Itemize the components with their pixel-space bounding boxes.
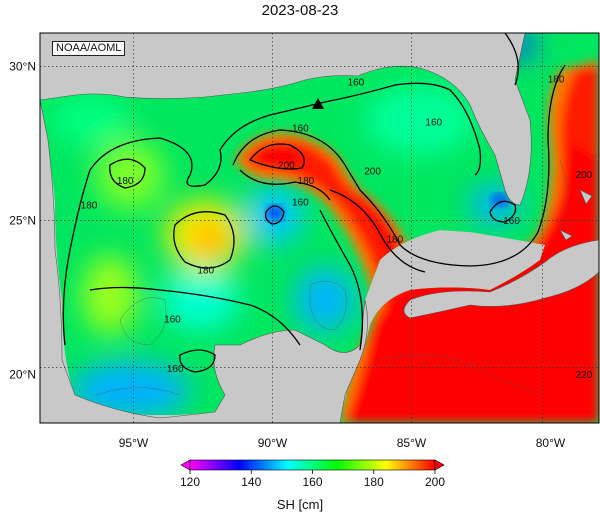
lon-tick-label: 90°W: [258, 436, 288, 450]
contour-label: 160: [167, 364, 184, 375]
colorbar-ticks: 120 140 160 180 200: [180, 470, 445, 489]
colorbar-tick-label: 120: [180, 475, 200, 489]
us-gulf-coast: [40, 33, 532, 206]
contour-label: 180: [548, 74, 565, 85]
contour-label: 220: [576, 370, 593, 381]
contour-label: 160: [503, 216, 520, 227]
contour-label: 200: [576, 170, 593, 181]
colorbar-label: SH [cm]: [276, 497, 324, 512]
lon-tick-label: 95°W: [119, 436, 149, 450]
land-masses: [40, 33, 599, 423]
contour-label: 180: [81, 201, 98, 212]
lon-tick-label: 80°W: [536, 436, 566, 450]
contour-labels: 160 1801601601802001802001601801801801601…: [81, 74, 593, 381]
minor-contours: [95, 159, 568, 396]
colorbar-tick-label: 200: [425, 475, 445, 489]
contour-label: 180: [117, 176, 134, 187]
cuba-island: [403, 239, 599, 319]
lon-tick-label: 85°W: [397, 436, 427, 450]
graticule: [40, 33, 599, 423]
longitude-ticks: 95°W 90°W 85°W 80°W: [119, 436, 566, 450]
contour-label: 160: [164, 315, 181, 326]
sea-height-map: 160 1801601601802001802001601801801801601…: [9, 32, 600, 450]
lat-tick-label: 30°N: [9, 60, 36, 74]
contour-label: 180: [386, 234, 403, 245]
map-title: 2023-08-23: [261, 2, 339, 19]
colorbar-tick-label: 180: [364, 475, 384, 489]
contour-label: 160: [292, 124, 309, 135]
mexico-coast: [40, 99, 368, 423]
credit-label: NOAA/AOML: [52, 41, 126, 56]
colorbar-tick-label: 140: [241, 475, 261, 489]
lat-tick-label: 20°N: [9, 368, 36, 382]
contour-label: 200: [278, 161, 295, 172]
lat-tick-label: 25°N: [9, 214, 36, 228]
map-frame: [39, 32, 600, 424]
contour-lines: [62, 33, 566, 373]
contour-label: 160: [425, 117, 442, 128]
contour-label: 180: [298, 176, 315, 187]
contour-label: 160: [348, 77, 365, 88]
contour-label: 180: [197, 265, 214, 276]
colorbar-tick-label: 160: [302, 475, 322, 489]
contour-label: 160: [292, 198, 309, 209]
station-marker-icon: [312, 98, 324, 109]
contour-label: 200: [364, 167, 381, 178]
latitude-ticks: 30°N 25°N 20°N: [9, 60, 36, 382]
